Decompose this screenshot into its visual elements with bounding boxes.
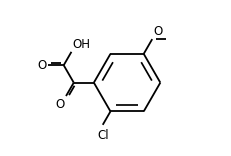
Text: O: O (153, 25, 162, 38)
Text: Cl: Cl (97, 129, 109, 142)
Text: O: O (37, 59, 47, 72)
Text: OH: OH (72, 38, 90, 51)
Text: O: O (55, 98, 64, 111)
